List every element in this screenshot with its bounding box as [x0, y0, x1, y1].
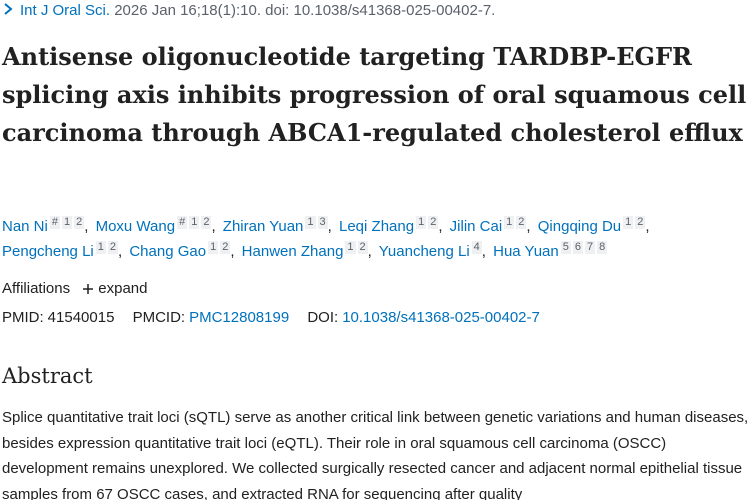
chevron-icon — [4, 3, 13, 15]
author: Zhiran Yuan 1 3 — [222, 216, 335, 235]
doi-label: DOI: — [307, 309, 339, 326]
author: Moxu Wang #1 2 — [95, 216, 219, 235]
affiliation-mark[interactable]: 2 — [107, 241, 118, 254]
author-link[interactable]: Hanwen Zhang — [241, 243, 344, 260]
affiliation-mark[interactable]: 7 — [585, 241, 596, 254]
affiliation-mark[interactable]: 2 — [220, 241, 231, 254]
affiliation-mark[interactable]: 2 — [357, 241, 368, 254]
author-link[interactable]: Moxu Wang — [95, 218, 176, 235]
affiliation-mark[interactable]: 1 — [504, 216, 515, 229]
author: Pengcheng Li 1 2 — [2, 241, 125, 260]
affiliation-mark[interactable]: 8 — [597, 241, 608, 254]
affiliation-mark[interactable]: 1 — [95, 241, 106, 254]
affiliation-mark[interactable]: 2 — [635, 216, 646, 229]
author: Qingqing Du 1 2 — [537, 216, 653, 235]
affiliation-mark[interactable]: 4 — [471, 241, 482, 254]
pmid: 41540015 — [47, 309, 115, 326]
author: Leqi Zhang 1 2 — [339, 216, 445, 235]
author-link[interactable]: Nan Ni — [2, 218, 48, 235]
pmcid-label: PMCID: — [132, 309, 186, 326]
author: Jilin Cai 1 2 — [449, 216, 534, 235]
author-link[interactable]: Qingqing Du — [537, 218, 622, 235]
affiliation-mark[interactable]: 1 — [416, 216, 427, 229]
affiliation-mark[interactable]: 1 — [208, 241, 219, 254]
author-link[interactable]: Chang Gao — [129, 243, 207, 260]
affiliation-mark[interactable]: 3 — [317, 216, 328, 229]
affiliation-mark[interactable]: 1 — [345, 241, 356, 254]
author-link[interactable]: Leqi Zhang — [339, 218, 415, 235]
affiliations-label: Affiliations — [2, 280, 71, 297]
affiliation-mark[interactable]: 2 — [428, 216, 439, 229]
affiliation-mark[interactable]: 2 — [201, 216, 212, 229]
author: Hanwen Zhang 1 2 — [241, 241, 375, 260]
affiliation-mark[interactable]: # — [177, 216, 188, 229]
affiliation-mark[interactable]: 2 — [74, 216, 85, 229]
doi-link[interactable]: 10.1038/s41368-025-00402-7 — [342, 309, 540, 326]
expand-label: expand — [98, 280, 148, 297]
plus-icon — [83, 284, 94, 294]
expand-toggle[interactable]: expand — [82, 280, 147, 297]
author-link[interactable]: Hua Yuan — [493, 243, 559, 260]
affiliations: Affiliations expand — [2, 280, 147, 297]
author: Yuancheng Li 4 — [378, 241, 489, 260]
identifiers: PMID: 41540015 PMCID: PMC12808199 DOI: 10.1… — [2, 309, 554, 326]
author-link[interactable]: Pengcheng Li — [2, 243, 94, 260]
journal-link[interactable]: Int J Oral Sci. — [20, 2, 111, 19]
affiliation-mark[interactable]: 6 — [572, 241, 583, 254]
author: Hua Yuan 5 6 7 8 — [493, 241, 608, 260]
citation: Int J Oral Sci. 2026 Jan 16;18(1):10. do… — [2, 2, 495, 19]
affiliation-mark[interactable]: 1 — [189, 216, 200, 229]
abstract-heading: Abstract — [2, 364, 93, 388]
author-link[interactable]: Jilin Cai — [449, 218, 503, 235]
author-link[interactable]: Zhiran Yuan — [222, 218, 304, 235]
author-link[interactable]: Yuancheng Li — [378, 243, 470, 260]
citation-details: 2026 Jan 16;18(1):10. doi: 10.1038/s4136… — [114, 2, 496, 19]
affiliation-mark[interactable]: 5 — [560, 241, 571, 254]
affiliation-mark[interactable]: # — [49, 216, 60, 229]
author: Chang Gao 1 2 — [129, 241, 238, 260]
affiliation-mark[interactable]: 1 — [61, 216, 73, 229]
pmid-label: PMID: — [2, 309, 44, 326]
pmcid-link[interactable]: PMC12808199 — [189, 309, 290, 326]
author: Nan Ni #1 2 — [2, 216, 91, 235]
abstract-text: Splice quantitative trait loci (sQTL) se… — [2, 409, 749, 500]
affiliation-mark[interactable]: 1 — [623, 216, 634, 229]
affiliation-mark[interactable]: 2 — [516, 216, 527, 229]
article-title: Antisense oligonucleotide targeting TARD… — [2, 42, 747, 147]
affiliation-mark[interactable]: 1 — [305, 216, 316, 229]
